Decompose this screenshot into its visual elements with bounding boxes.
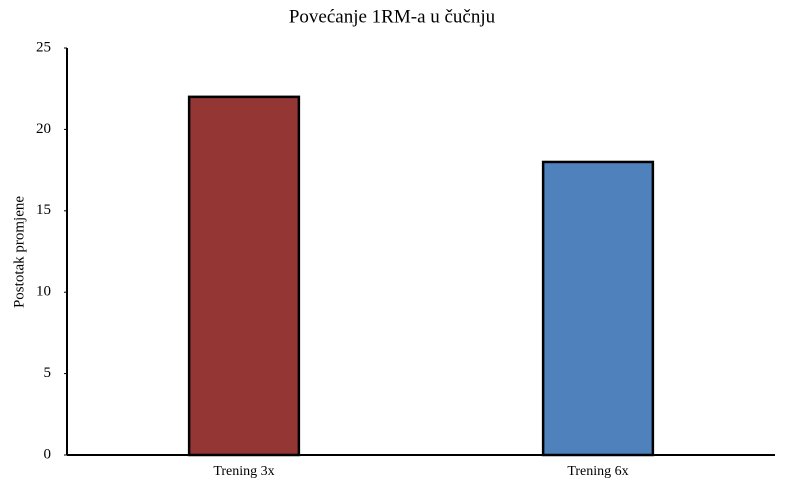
y-tick-label: 10 [36, 284, 51, 300]
bar [187, 95, 301, 457]
bar [541, 160, 655, 457]
y-tick-label: 20 [36, 121, 51, 137]
chart-title: Povećanje 1RM-a u čučnju [289, 6, 496, 27]
y-tick-label: 0 [44, 446, 52, 462]
x-tick-label: Trening 6x [567, 464, 628, 479]
x-tick-label: Trening 3x [213, 464, 274, 479]
y-tick-label: 25 [36, 39, 51, 55]
y-tick-label: 5 [44, 365, 52, 381]
y-tick-label: 15 [36, 202, 51, 218]
y-axis-label: Postotak promjene [11, 196, 27, 308]
